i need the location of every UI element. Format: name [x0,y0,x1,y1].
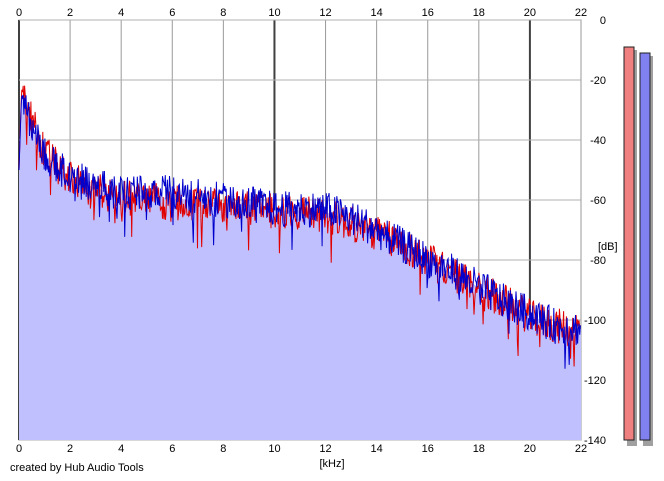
y-tick-label: -140 [584,435,606,447]
level-meters [623,46,653,446]
x-tick-label-top: 12 [319,7,331,19]
x-tick-label-top: 2 [67,7,73,19]
x-ticks-bottom: 0 2 4 6 8 10 12 14 16 18 20 22 [16,443,587,455]
x-tick-label-bottom: 18 [473,443,485,455]
y-tick-label: -20 [590,75,606,87]
series-group [18,85,581,440]
spectrum-fill [19,96,581,440]
x-tick-label-bottom: 14 [371,443,383,455]
x-tick-label-top: 14 [371,7,383,19]
y-ticks-right: 0 -20 -40 -60 -80 -100 -120 -140 [584,15,606,447]
x-tick-label-top: 16 [422,7,434,19]
y-tick-label: -100 [584,315,606,327]
y-tick-label: 0 [600,15,606,27]
x-ticks-top: 0 2 4 6 8 10 12 14 16 18 20 22 [16,7,587,19]
x-tick-label-top: 10 [268,7,280,19]
x-tick-label-bottom: 0 [16,443,22,455]
x-tick-label-top: 0 [16,7,22,19]
x-tick-label-top: 6 [169,7,175,19]
x-tick-label-bottom: 10 [268,443,280,455]
x-tick-label-bottom: 6 [169,443,175,455]
level-meter-bar [623,46,635,441]
x-tick-label-bottom: 2 [67,443,73,455]
x-tick-label-bottom: 22 [575,443,587,455]
x-tick-label-top: 20 [524,7,536,19]
x-tick-label-top: 22 [575,7,587,19]
x-tick-label-bottom: 4 [118,443,124,455]
y-tick-label: -60 [590,195,606,207]
x-tick-label-bottom: 16 [422,443,434,455]
x-tick-label-bottom: 12 [319,443,331,455]
y-tick-label: -120 [584,375,606,387]
footer-credit: created by Hub Audio Tools [10,462,144,474]
x-tick-label-top: 18 [473,7,485,19]
y-tick-label: -40 [590,135,606,147]
x-tick-label-bottom: 8 [220,443,226,455]
series-line-1 [18,94,581,369]
y-tick-label: -80 [590,255,606,267]
x-tick-label-bottom: 20 [524,443,536,455]
y-axis-label: [dB] [598,241,618,253]
x-tick-label-top: 4 [118,7,124,19]
x-tick-label-top: 8 [220,7,226,19]
level-meter-bar [639,52,651,441]
x-axis-label: [kHz] [319,458,344,470]
